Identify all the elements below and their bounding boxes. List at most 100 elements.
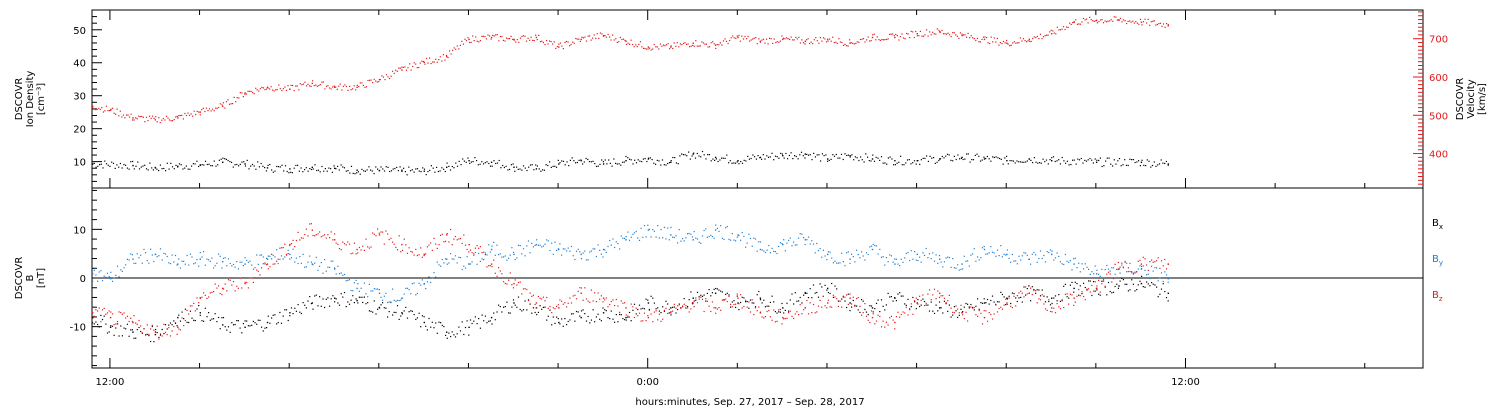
- series-Bx-point: [383, 307, 385, 309]
- velocity-series-point: [915, 30, 917, 33]
- series-Bz-point: [875, 320, 878, 322]
- series-Bz-point: [1025, 286, 1027, 288]
- series-By-point: [106, 272, 109, 274]
- density-series-point: [651, 159, 653, 161]
- velocity-series-point: [999, 42, 1001, 44]
- density-series-point: [401, 169, 403, 171]
- series-By-point: [653, 230, 655, 232]
- density-series-point: [608, 159, 610, 161]
- density-series-point: [166, 162, 168, 164]
- density-series-point: [142, 165, 144, 167]
- series-Bz-point: [965, 311, 967, 313]
- series-By-point: [622, 237, 624, 239]
- density-series-point: [604, 159, 606, 161]
- series-By-point: [307, 261, 309, 263]
- density-series-point: [119, 162, 121, 165]
- density-series-point: [503, 166, 505, 169]
- series-Bx-point: [914, 301, 916, 303]
- series-Bz-point: [670, 311, 672, 313]
- density-series-point: [182, 168, 184, 170]
- velocity-series-point: [909, 37, 911, 39]
- series-By-point: [630, 236, 632, 238]
- velocity-series-point: [427, 62, 429, 64]
- density-series-point: [573, 160, 575, 162]
- series-By-point: [198, 265, 200, 267]
- velocity-series-point: [990, 36, 992, 38]
- density-series-point: [554, 165, 556, 167]
- series-By-point: [365, 293, 367, 295]
- velocity-series-data-mark: [468, 38, 470, 41]
- series-By-point: [206, 258, 208, 260]
- velocity-series-point: [181, 114, 183, 116]
- velocity-series-point: [1092, 20, 1094, 22]
- series-Bx-point: [735, 306, 737, 308]
- series-By-point: [509, 254, 511, 256]
- series-Bx-point: [688, 299, 690, 301]
- velocity-series-data-mark: [1028, 38, 1030, 41]
- density-series-point: [258, 166, 260, 168]
- series-Bz-point: [544, 300, 546, 302]
- density-series-point: [493, 160, 495, 162]
- series-Bx-point: [653, 302, 655, 304]
- series-Bx-point: [484, 315, 486, 317]
- series-Bz-point: [348, 243, 351, 245]
- density-series-point: [691, 155, 693, 157]
- density-series-point: [510, 164, 512, 166]
- series-Bz-point: [764, 316, 766, 318]
- velocity-series-point: [193, 110, 195, 112]
- series-Bx-point: [680, 307, 682, 309]
- velocity-series-point: [558, 43, 560, 45]
- density-series-point: [945, 155, 947, 157]
- velocity-series-point: [918, 35, 920, 37]
- density-series-point: [1124, 159, 1126, 161]
- density-series-point: [602, 161, 604, 163]
- series-Bz-point: [899, 316, 901, 318]
- series-By-point: [907, 251, 909, 254]
- density-series-point: [924, 157, 926, 159]
- series-Bx-point: [698, 296, 700, 298]
- series-Bx-point: [740, 301, 742, 304]
- series-Bx-point: [242, 323, 244, 325]
- series-Bx-point: [159, 334, 162, 336]
- series-Bz-point: [120, 312, 122, 314]
- density-series-point: [781, 153, 783, 155]
- velocity-series-point: [876, 36, 878, 38]
- velocity-series-point: [830, 40, 832, 42]
- series-Bz-point: [955, 305, 957, 307]
- series-Bx-point: [751, 302, 753, 304]
- series-By-point: [1098, 273, 1100, 275]
- series-By-point: [551, 242, 553, 244]
- density-series-point: [416, 168, 419, 170]
- series-Bz-point: [561, 300, 563, 302]
- velocity-series-point: [979, 41, 981, 43]
- velocity-series-point: [906, 32, 908, 35]
- series-Bx-point: [731, 301, 733, 303]
- series-Bz-point: [1071, 294, 1073, 296]
- series-Bz-point: [498, 267, 500, 269]
- series-Bz-data-mark: [334, 239, 336, 241]
- series-By-data-mark: [311, 263, 313, 265]
- series-Bz-point: [865, 315, 868, 317]
- density-series-point: [171, 166, 174, 168]
- density-series-point: [583, 161, 585, 163]
- velocity-series-point: [329, 87, 331, 89]
- density-series-point: [665, 164, 667, 166]
- series-Bz-point: [592, 300, 594, 302]
- series-By-point: [1106, 264, 1108, 267]
- density-series-point: [229, 161, 231, 163]
- series-Bz-point: [125, 317, 127, 319]
- velocity-series-point: [119, 110, 121, 112]
- density-series-point: [1021, 161, 1023, 163]
- series-Bx-point: [1023, 286, 1025, 288]
- series-Bx-point: [917, 299, 919, 301]
- density-series-point: [204, 160, 207, 162]
- velocity-series-point: [836, 42, 838, 44]
- velocity-series-point: [95, 109, 97, 111]
- series-Bz-point: [1039, 299, 1042, 301]
- density-series-point: [755, 158, 757, 160]
- series-By-point: [221, 267, 223, 269]
- density-series-point: [474, 157, 476, 159]
- series-By-point: [118, 276, 120, 278]
- series-By-point: [1063, 263, 1065, 266]
- series-Bz-point: [640, 320, 642, 322]
